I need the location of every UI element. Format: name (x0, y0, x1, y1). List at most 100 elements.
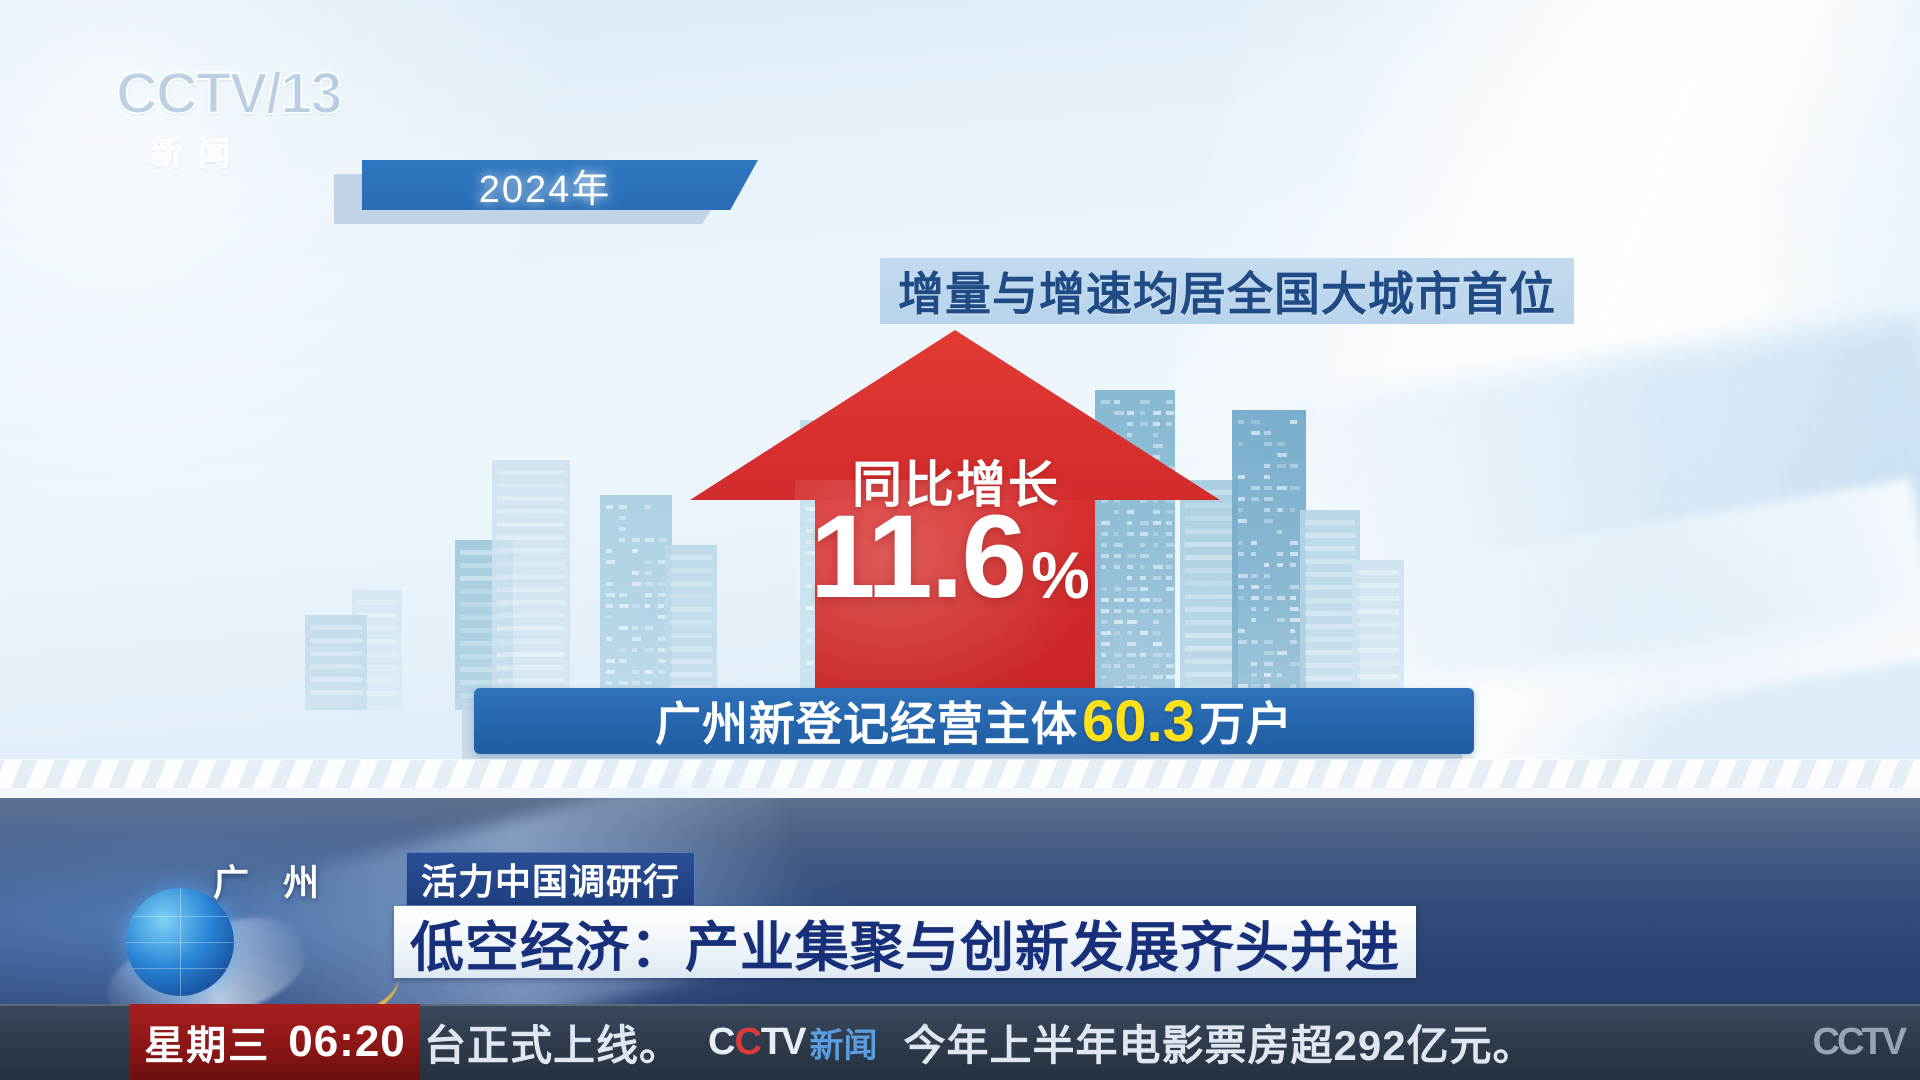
building-window (658, 604, 664, 608)
building-window (619, 527, 626, 531)
building-window (1251, 596, 1259, 600)
location-label: 广 州 (201, 854, 331, 906)
building-window (1277, 442, 1285, 446)
stat-prefix-label: 广州新登记经营主体 (655, 688, 1078, 754)
building-window (1264, 475, 1270, 479)
cctv-channel-logo: CCTV/13 新闻 (116, 64, 366, 174)
building-window-row (1305, 663, 1355, 668)
building-window (1264, 651, 1274, 655)
building-window (1277, 651, 1287, 655)
building-window (1264, 508, 1270, 512)
building-window-row (497, 652, 565, 657)
building-window (645, 681, 652, 685)
building-window (1290, 420, 1297, 424)
building-window (1238, 629, 1245, 633)
building-window-row (497, 470, 565, 475)
building-window (645, 670, 653, 674)
building-window (606, 670, 615, 674)
hatched-divider (0, 760, 1920, 788)
building-window (606, 582, 613, 586)
ticker-segment-2: 今年上半年电影票房超292亿元。 (903, 1012, 1535, 1073)
program-label: 活力中国调研行 (421, 853, 680, 905)
building-window (619, 593, 627, 597)
cctv-logo-subtitle: 新闻 (150, 128, 366, 174)
building-window (606, 549, 612, 553)
building-window (1264, 585, 1271, 589)
building-window-row (1305, 559, 1355, 564)
building-window (606, 681, 612, 685)
building-window (606, 659, 615, 663)
building-window (1238, 585, 1244, 589)
building-window (1290, 640, 1297, 644)
building-window-row (497, 639, 565, 644)
building-window-row (1305, 520, 1355, 525)
globe-parallel-1 (126, 916, 234, 917)
building-window (1251, 486, 1260, 490)
building-window-row (1305, 611, 1355, 616)
ticker-cctv-news-logo: C C TV 新闻 (708, 1018, 877, 1067)
building-window-row (357, 600, 397, 605)
building-window (1264, 640, 1273, 644)
building-window (1290, 618, 1300, 622)
building-window-row (1357, 635, 1399, 640)
building-window (1251, 497, 1259, 501)
building-window (619, 681, 628, 685)
building-window (1290, 552, 1298, 556)
building-window (1251, 640, 1258, 644)
building-window-row (497, 587, 565, 592)
building-window (1251, 541, 1257, 545)
building-window-row (1305, 585, 1355, 590)
building-window (619, 659, 627, 663)
building-window-row (310, 664, 362, 669)
building-window-row (1357, 622, 1399, 627)
building-window-row (310, 651, 362, 656)
skyline-building (1300, 510, 1360, 710)
building-window (1264, 442, 1272, 446)
building-window-row (497, 574, 565, 579)
cctv-logo-slash: / (266, 61, 280, 126)
building-window (1277, 618, 1285, 622)
building-window (1264, 607, 1269, 611)
building-window-row (497, 561, 565, 566)
building-window-row (1305, 546, 1355, 551)
building-window (632, 626, 638, 630)
cctv-logo-number: 13 (280, 61, 341, 126)
divider-underline (0, 788, 1920, 798)
building-window (1251, 574, 1258, 578)
building-window (1290, 464, 1298, 468)
building-window (1238, 420, 1244, 424)
building-window (1290, 629, 1295, 633)
building-window (1251, 585, 1259, 589)
building-window (645, 626, 653, 630)
building-window (632, 670, 639, 674)
building-window (1251, 420, 1260, 424)
building-window-row (497, 496, 565, 501)
skyline-building (600, 495, 672, 710)
news-title-text: 低空经济：产业集聚与创新发展齐头并进 (410, 903, 1400, 982)
building-window (1264, 563, 1269, 567)
skyline-building (1232, 410, 1306, 710)
building-window (1238, 552, 1244, 556)
building-window (1264, 574, 1270, 578)
building-window (1290, 662, 1300, 666)
building-window-row (310, 625, 362, 630)
building-window (1238, 497, 1245, 501)
building-window (1277, 552, 1283, 556)
building-window-row (1357, 570, 1399, 575)
ticker-right-logo: CCTV (1813, 1004, 1904, 1080)
building-window-row (497, 678, 565, 683)
building-window (1251, 673, 1257, 677)
globe-parallel-2 (126, 942, 234, 943)
building-window (619, 604, 629, 608)
ticker-scrolling-text: 台正式上线。 C C TV 新闻 今年上半年电影票房超292亿元。 (424, 1004, 1920, 1080)
building-window-row (1357, 648, 1399, 653)
building-window-row (497, 535, 565, 540)
building-window (1277, 464, 1286, 468)
building-window (1251, 662, 1257, 666)
building-window (1238, 596, 1244, 600)
building-window (1290, 486, 1300, 490)
building-window-row (1305, 572, 1355, 577)
building-window (1251, 552, 1256, 556)
building-window (1238, 640, 1247, 644)
building-window-row (1305, 598, 1355, 603)
